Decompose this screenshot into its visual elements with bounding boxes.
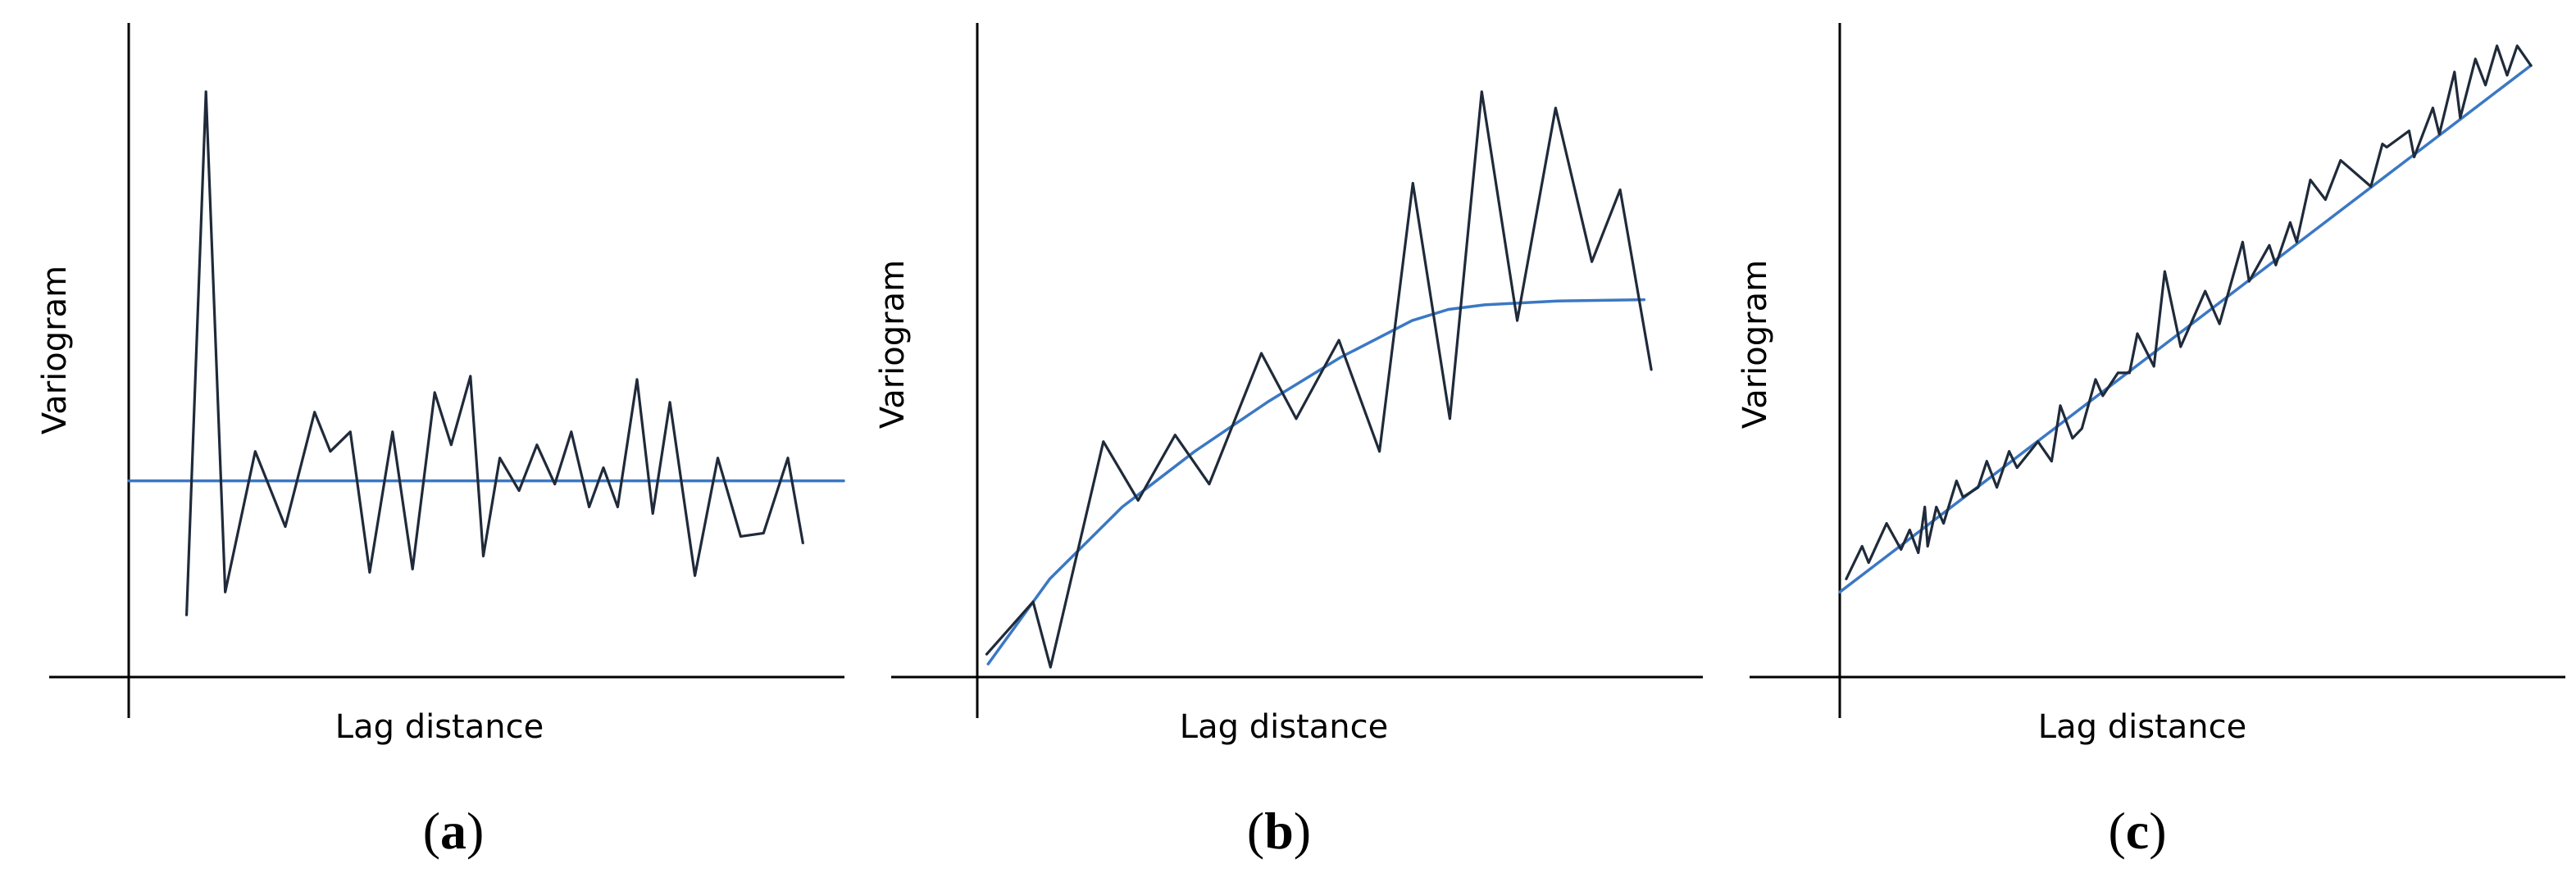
panel-label-c: (c) — [2108, 802, 2166, 860]
experimental-variogram-line-a — [185, 90, 804, 616]
panel-letter-c: c — [2126, 802, 2149, 860]
xlabel-c: Lag distance — [2038, 708, 2246, 746]
chart-svg-c: Variogram Lag distance (c) — [1736, 23, 2565, 860]
chart-panel-b: Variogram Lag distance (b) — [858, 0, 1717, 891]
ylabel-b: Variogram — [874, 260, 912, 429]
axes-a — [49, 23, 844, 718]
chart-panel-a: Variogram Lag distance (a) — [0, 0, 858, 891]
panel-label-b: (b) — [1247, 802, 1311, 860]
chart-svg-a: Variogram Lag distance (a) — [36, 23, 845, 860]
xlabel-a: Lag distance — [335, 708, 544, 746]
experimental-variogram-line-b — [985, 90, 1653, 669]
ylabel-a: Variogram — [36, 266, 74, 434]
marks-a — [127, 90, 845, 616]
chart-svg-b: Variogram Lag distance (b) — [874, 23, 1703, 860]
xlabel-b: Lag distance — [1180, 708, 1388, 746]
axes-b — [891, 23, 1703, 718]
experimental-variogram-line-c — [1845, 44, 2533, 580]
panel-letter-b: b — [1264, 802, 1294, 860]
model-line-c — [1838, 64, 2533, 594]
ylabel-c: Variogram — [1736, 260, 1774, 429]
model-line-b — [986, 298, 1646, 666]
chart-panel-c: Variogram Lag distance (c) — [1717, 0, 2575, 891]
axes-c — [1750, 23, 2565, 718]
marks-c — [1838, 44, 2533, 594]
panel-letter-a: a — [440, 802, 467, 860]
panel-label-a: (a) — [423, 802, 485, 860]
marks-b — [985, 90, 1653, 669]
